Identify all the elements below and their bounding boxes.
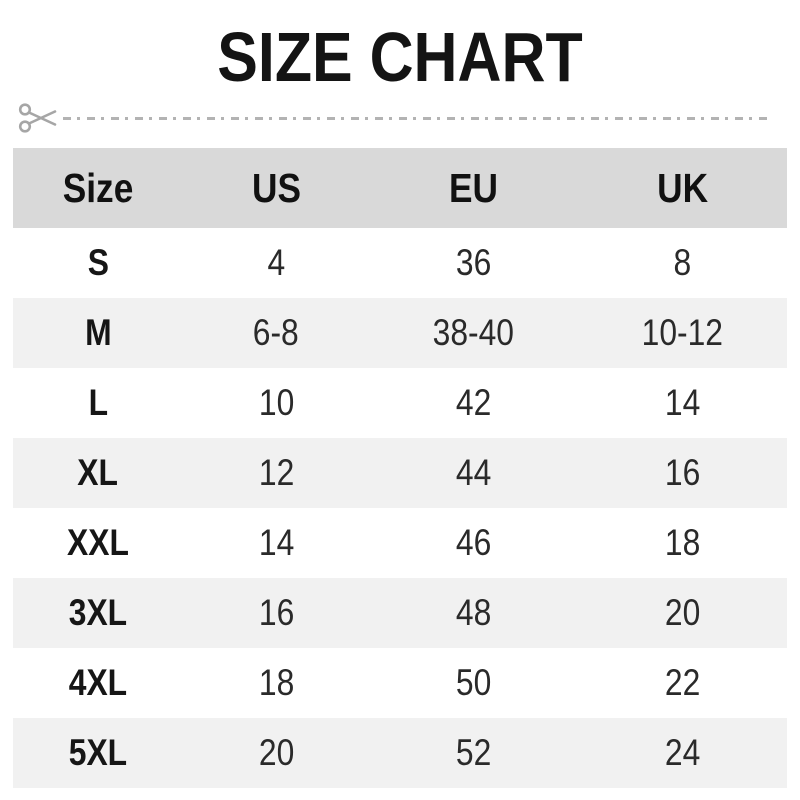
eu-cell: 38-40: [369, 298, 578, 368]
us-value: 4: [267, 242, 285, 283]
size-value: 4XL: [68, 662, 128, 703]
uk-cell: 8: [578, 228, 787, 298]
table-row-xl: XL 12 44 16: [13, 438, 787, 508]
eu-value: 42: [455, 382, 492, 423]
eu-value: 36: [455, 242, 492, 283]
eu-cell: 48: [369, 578, 578, 648]
column-header-us: US: [183, 148, 369, 228]
size-value: 3XL: [68, 592, 128, 633]
size-value: XXL: [67, 522, 130, 563]
us-cell: 18: [183, 648, 369, 718]
table-row-s: S 4 36 8: [13, 228, 787, 298]
uk-cell: 18: [578, 508, 787, 578]
page-title: SIZE CHART: [217, 18, 583, 96]
uk-value: 22: [664, 662, 701, 703]
uk-value: 8: [673, 242, 692, 283]
scissors-icon: [18, 103, 57, 133]
size-value: XL: [77, 452, 119, 493]
cut-dashed-line: [63, 116, 770, 120]
uk-cell: 24: [578, 718, 787, 788]
table-row-l: L 10 42 14: [13, 368, 787, 438]
column-header-eu: EU: [369, 148, 578, 228]
eu-value: 46: [455, 522, 492, 563]
us-value: 14: [258, 522, 294, 563]
cut-line: [18, 100, 786, 136]
uk-cell: 10-12: [578, 298, 787, 368]
column-header-eu-label: EU: [449, 164, 498, 211]
us-cell: 16: [183, 578, 369, 648]
eu-cell: 50: [369, 648, 578, 718]
uk-value: 16: [664, 452, 701, 493]
table-header-row: Size US EU UK: [13, 148, 787, 228]
column-header-us-label: US: [251, 164, 301, 211]
us-cell: 20: [183, 718, 369, 788]
uk-cell: 16: [578, 438, 787, 508]
table-row-m: M 6-8 38-40 10-12: [13, 298, 787, 368]
uk-cell: 14: [578, 368, 787, 438]
size-value: M: [84, 312, 112, 353]
table-row-3xl: 3XL 16 48 20: [13, 578, 787, 648]
size-cell: 3XL: [13, 578, 183, 648]
column-header-size-label: Size: [62, 164, 134, 211]
us-value: 10: [258, 382, 294, 423]
size-table: Size US EU UK S 4 36 8 M 6-8 38-40 10-12…: [13, 148, 787, 788]
us-value: 20: [258, 732, 294, 773]
size-value: S: [87, 242, 109, 283]
size-cell: 5XL: [13, 718, 183, 788]
us-cell: 10: [183, 368, 369, 438]
eu-value: 52: [455, 732, 492, 773]
eu-cell: 36: [369, 228, 578, 298]
uk-cell: 22: [578, 648, 787, 718]
size-cell: S: [13, 228, 183, 298]
uk-value: 18: [664, 522, 701, 563]
us-value: 6-8: [253, 312, 300, 353]
size-cell: L: [13, 368, 183, 438]
us-value: 12: [258, 452, 294, 493]
uk-value: 14: [664, 382, 701, 423]
eu-value: 38-40: [432, 312, 515, 353]
size-value: L: [88, 382, 108, 423]
column-header-size: Size: [13, 148, 183, 228]
uk-value: 10-12: [641, 312, 724, 353]
size-cell: XL: [13, 438, 183, 508]
eu-cell: 46: [369, 508, 578, 578]
uk-value: 24: [664, 732, 701, 773]
us-cell: 4: [183, 228, 369, 298]
eu-cell: 52: [369, 718, 578, 788]
size-cell: XXL: [13, 508, 183, 578]
size-cell: M: [13, 298, 183, 368]
eu-value: 48: [455, 592, 492, 633]
size-cell: 4XL: [13, 648, 183, 718]
eu-cell: 44: [369, 438, 578, 508]
us-value: 16: [258, 592, 294, 633]
uk-cell: 20: [578, 578, 787, 648]
table-row-xxl: XXL 14 46 18: [13, 508, 787, 578]
eu-cell: 42: [369, 368, 578, 438]
size-value: 5XL: [68, 732, 128, 773]
us-cell: 14: [183, 508, 369, 578]
eu-value: 44: [455, 452, 492, 493]
column-header-uk-label: UK: [657, 164, 708, 211]
column-header-uk: UK: [578, 148, 787, 228]
table-row-4xl: 4XL 18 50 22: [13, 648, 787, 718]
eu-value: 50: [455, 662, 492, 703]
table-row-5xl: 5XL 20 52 24: [13, 718, 787, 788]
us-cell: 12: [183, 438, 369, 508]
us-value: 18: [258, 662, 294, 703]
us-cell: 6-8: [183, 298, 369, 368]
uk-value: 20: [664, 592, 701, 633]
